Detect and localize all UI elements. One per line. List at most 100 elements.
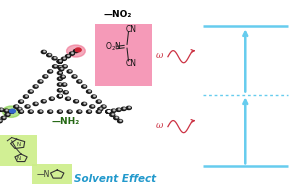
Circle shape: [57, 60, 62, 63]
Circle shape: [47, 53, 52, 57]
Circle shape: [101, 105, 106, 108]
Circle shape: [23, 95, 28, 98]
Circle shape: [25, 105, 30, 108]
Circle shape: [103, 106, 105, 107]
Circle shape: [90, 105, 95, 108]
Circle shape: [35, 85, 37, 87]
Circle shape: [108, 111, 110, 112]
Circle shape: [114, 116, 119, 120]
Circle shape: [11, 111, 13, 112]
Circle shape: [9, 110, 14, 113]
Circle shape: [26, 96, 27, 97]
Circle shape: [57, 83, 62, 86]
Circle shape: [100, 108, 102, 109]
Text: N: N: [16, 142, 20, 146]
Circle shape: [10, 109, 15, 113]
Circle shape: [74, 75, 76, 77]
Circle shape: [60, 111, 61, 112]
Circle shape: [57, 77, 62, 80]
Circle shape: [121, 107, 126, 110]
Circle shape: [116, 117, 118, 118]
Circle shape: [11, 111, 13, 112]
Circle shape: [21, 101, 22, 102]
Circle shape: [69, 52, 74, 55]
Circle shape: [76, 100, 78, 101]
Circle shape: [120, 120, 121, 121]
Text: ω: ω: [155, 51, 163, 60]
Circle shape: [49, 54, 51, 55]
Circle shape: [57, 60, 62, 63]
Circle shape: [67, 70, 72, 73]
Circle shape: [57, 110, 62, 113]
Circle shape: [60, 72, 61, 73]
Circle shape: [112, 114, 114, 115]
Circle shape: [57, 60, 62, 63]
Circle shape: [51, 98, 53, 99]
Circle shape: [96, 110, 101, 113]
Circle shape: [113, 110, 115, 111]
Circle shape: [57, 94, 62, 98]
Circle shape: [128, 107, 130, 108]
Circle shape: [106, 110, 111, 113]
Circle shape: [48, 70, 53, 73]
Circle shape: [52, 57, 57, 60]
Text: CN: CN: [126, 25, 137, 34]
Circle shape: [60, 60, 61, 61]
Circle shape: [33, 102, 38, 105]
FancyBboxPatch shape: [0, 135, 36, 166]
Circle shape: [86, 110, 91, 113]
Circle shape: [65, 55, 70, 58]
Circle shape: [67, 110, 72, 113]
Circle shape: [4, 109, 9, 112]
Circle shape: [19, 108, 21, 109]
Circle shape: [89, 111, 91, 112]
Circle shape: [49, 97, 54, 100]
Text: —NH₂: —NH₂: [51, 117, 79, 126]
Circle shape: [40, 81, 42, 82]
Circle shape: [61, 68, 63, 69]
Circle shape: [17, 108, 22, 111]
Circle shape: [60, 95, 61, 96]
Circle shape: [57, 66, 62, 69]
Circle shape: [96, 100, 101, 103]
Circle shape: [1, 116, 6, 120]
Circle shape: [79, 81, 81, 82]
Circle shape: [64, 84, 66, 85]
Circle shape: [68, 55, 69, 56]
Circle shape: [57, 60, 62, 63]
Circle shape: [72, 53, 73, 54]
FancyBboxPatch shape: [95, 24, 152, 86]
Circle shape: [9, 110, 14, 113]
Text: O$_2$N: O$_2$N: [105, 40, 122, 53]
Circle shape: [106, 110, 111, 113]
Circle shape: [126, 106, 131, 110]
Circle shape: [11, 111, 13, 112]
Circle shape: [30, 111, 32, 112]
Circle shape: [19, 110, 23, 113]
Circle shape: [60, 84, 61, 85]
Circle shape: [57, 71, 62, 75]
Circle shape: [0, 108, 4, 111]
Circle shape: [43, 75, 48, 78]
Circle shape: [108, 111, 110, 112]
Circle shape: [65, 97, 70, 100]
Circle shape: [19, 100, 23, 103]
Circle shape: [50, 111, 52, 112]
Circle shape: [14, 105, 19, 108]
Circle shape: [9, 110, 14, 113]
Circle shape: [50, 70, 52, 72]
Circle shape: [116, 108, 121, 111]
Circle shape: [124, 108, 125, 109]
Circle shape: [62, 76, 64, 77]
Circle shape: [53, 65, 58, 68]
Circle shape: [41, 100, 46, 103]
Circle shape: [91, 95, 96, 98]
Circle shape: [60, 95, 61, 96]
Text: —N: —N: [36, 170, 50, 179]
Circle shape: [108, 111, 110, 112]
Circle shape: [35, 103, 37, 104]
Circle shape: [11, 111, 13, 112]
Circle shape: [60, 60, 61, 61]
Circle shape: [106, 110, 111, 113]
Circle shape: [3, 106, 20, 117]
